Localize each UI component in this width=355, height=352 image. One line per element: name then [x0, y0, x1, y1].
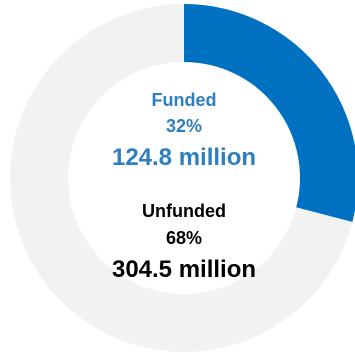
unfunded-label-group: Unfunded 68% 304.5 million	[112, 201, 256, 283]
funded-percent-label: 32%	[166, 116, 202, 136]
funded-label: Funded	[152, 90, 217, 110]
unfunded-label: Unfunded	[142, 201, 226, 221]
funded-amount-label: 124.8 million	[112, 144, 256, 171]
unfunded-amount-label: 304.5 million	[112, 256, 256, 283]
donut-slices	[9, 4, 355, 352]
funded-label-group: Funded 32% 124.8 million	[112, 90, 256, 171]
donut-slice-unfunded	[9, 4, 353, 352]
unfunded-percent-label: 68%	[166, 228, 202, 248]
donut-slice-funded	[184, 4, 355, 223]
